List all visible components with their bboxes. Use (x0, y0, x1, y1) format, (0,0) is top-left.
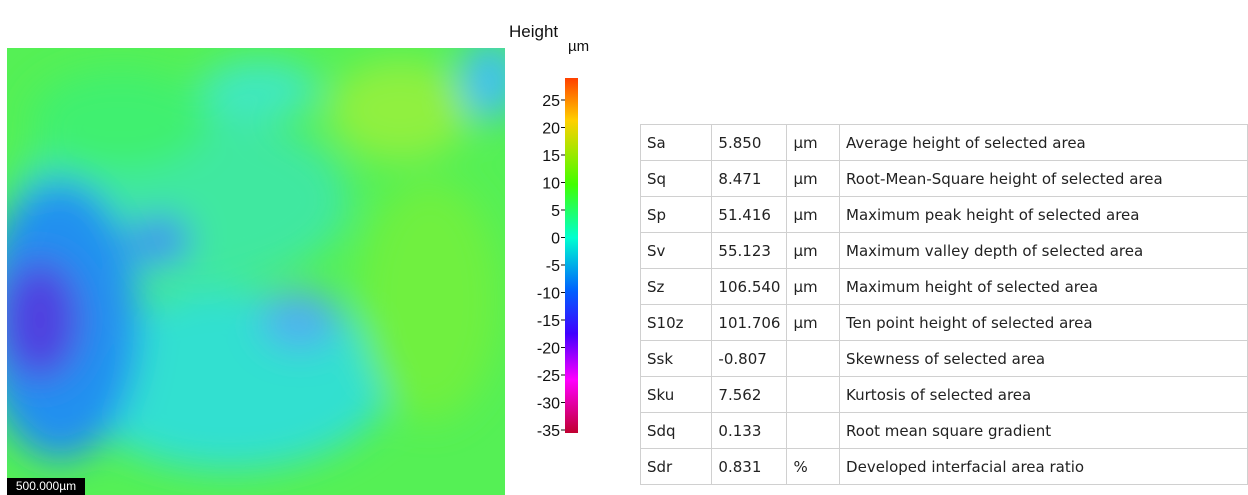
table-cell: S10z (641, 305, 712, 341)
colorbar-unit: µm (568, 38, 589, 55)
table-cell: Maximum height of selected area (840, 269, 1248, 305)
table-cell: Kurtosis of selected area (840, 377, 1248, 413)
table-cell: 7.562 (712, 377, 787, 413)
table-cell: Ssk (641, 341, 712, 377)
table-cell: Sz (641, 269, 712, 305)
table-cell: 5.850 (712, 125, 787, 161)
table-cell: Sku (641, 377, 712, 413)
table-row: Ssk-0.807 Skewness of selected area (641, 341, 1248, 377)
colorbar-tick-label: -35 (537, 423, 560, 440)
colorbar-tick-label: -5 (546, 258, 560, 275)
table-cell: 0.831 (712, 449, 787, 485)
table-cell: Average height of selected area (840, 125, 1248, 161)
colorbar (565, 78, 578, 433)
table-cell: Maximum peak height of selected area (840, 197, 1248, 233)
table-cell: µm (787, 233, 840, 269)
table-cell: µm (787, 125, 840, 161)
colorbar-ticks: 25 20 15 10 5 0 -5 -10 -15 -20 -25 -30 -35 (537, 93, 565, 440)
table-cell: µm (787, 161, 840, 197)
table-cell: µm (787, 197, 840, 233)
colorbar-tick-label: 15 (542, 148, 560, 165)
table-cell: Ten point height of selected area (840, 305, 1248, 341)
height-map-view: 500.000µm Height µm 25 20 15 10 5 0 -5 -10 -15 -2… (0, 0, 620, 495)
table-cell: -0.807 (712, 341, 787, 377)
table-cell: 8.471 (712, 161, 787, 197)
colorbar-tick-label: -10 (537, 286, 560, 303)
colorbar-tick-label: -15 (537, 313, 560, 330)
table-cell: 51.416 (712, 197, 787, 233)
table-cell: 55.123 (712, 233, 787, 269)
table-cell (787, 341, 840, 377)
page: 500.000µm Height µm 25 20 15 10 5 0 -5 -10 -15 -2… (0, 0, 1248, 495)
table-cell: Sa (641, 125, 712, 161)
colorbar-title: Height (509, 22, 558, 41)
table-cell (787, 413, 840, 449)
table-cell: Sq (641, 161, 712, 197)
table-cell: Sv (641, 233, 712, 269)
scale-bar-label: 500.000µm (16, 479, 76, 493)
table-cell: Sp (641, 197, 712, 233)
colorbar-tick-label: 5 (551, 203, 560, 220)
colorbar-tick-label: 25 (542, 93, 560, 110)
table-cell: Skewness of selected area (840, 341, 1248, 377)
colorbar-tick-label: 20 (542, 121, 560, 138)
table-cell: % (787, 449, 840, 485)
colorbar-tick-label: -25 (537, 368, 560, 385)
table-cell: Maximum valley depth of selected area (840, 233, 1248, 269)
table-cell: 0.133 (712, 413, 787, 449)
table-cell: Root mean square gradient (840, 413, 1248, 449)
table-cell: Sdr (641, 449, 712, 485)
colorbar-tick-label: -20 (537, 341, 560, 358)
table-cell: Sdq (641, 413, 712, 449)
colorbar-tick-label: -30 (537, 396, 560, 413)
table-cell: Developed interfacial area ratio (840, 449, 1248, 485)
height-map (0, 40, 520, 495)
table-cell (787, 377, 840, 413)
colorbar-tick-label: 0 (551, 231, 560, 248)
table-cell: 106.540 (712, 269, 787, 305)
colorbar-tick-label: 10 (542, 176, 560, 193)
table-cell: Root-Mean-Square height of selected area (840, 161, 1248, 197)
table-cell: µm (787, 269, 840, 305)
table-cell: 101.706 (712, 305, 787, 341)
table-cell: µm (787, 305, 840, 341)
